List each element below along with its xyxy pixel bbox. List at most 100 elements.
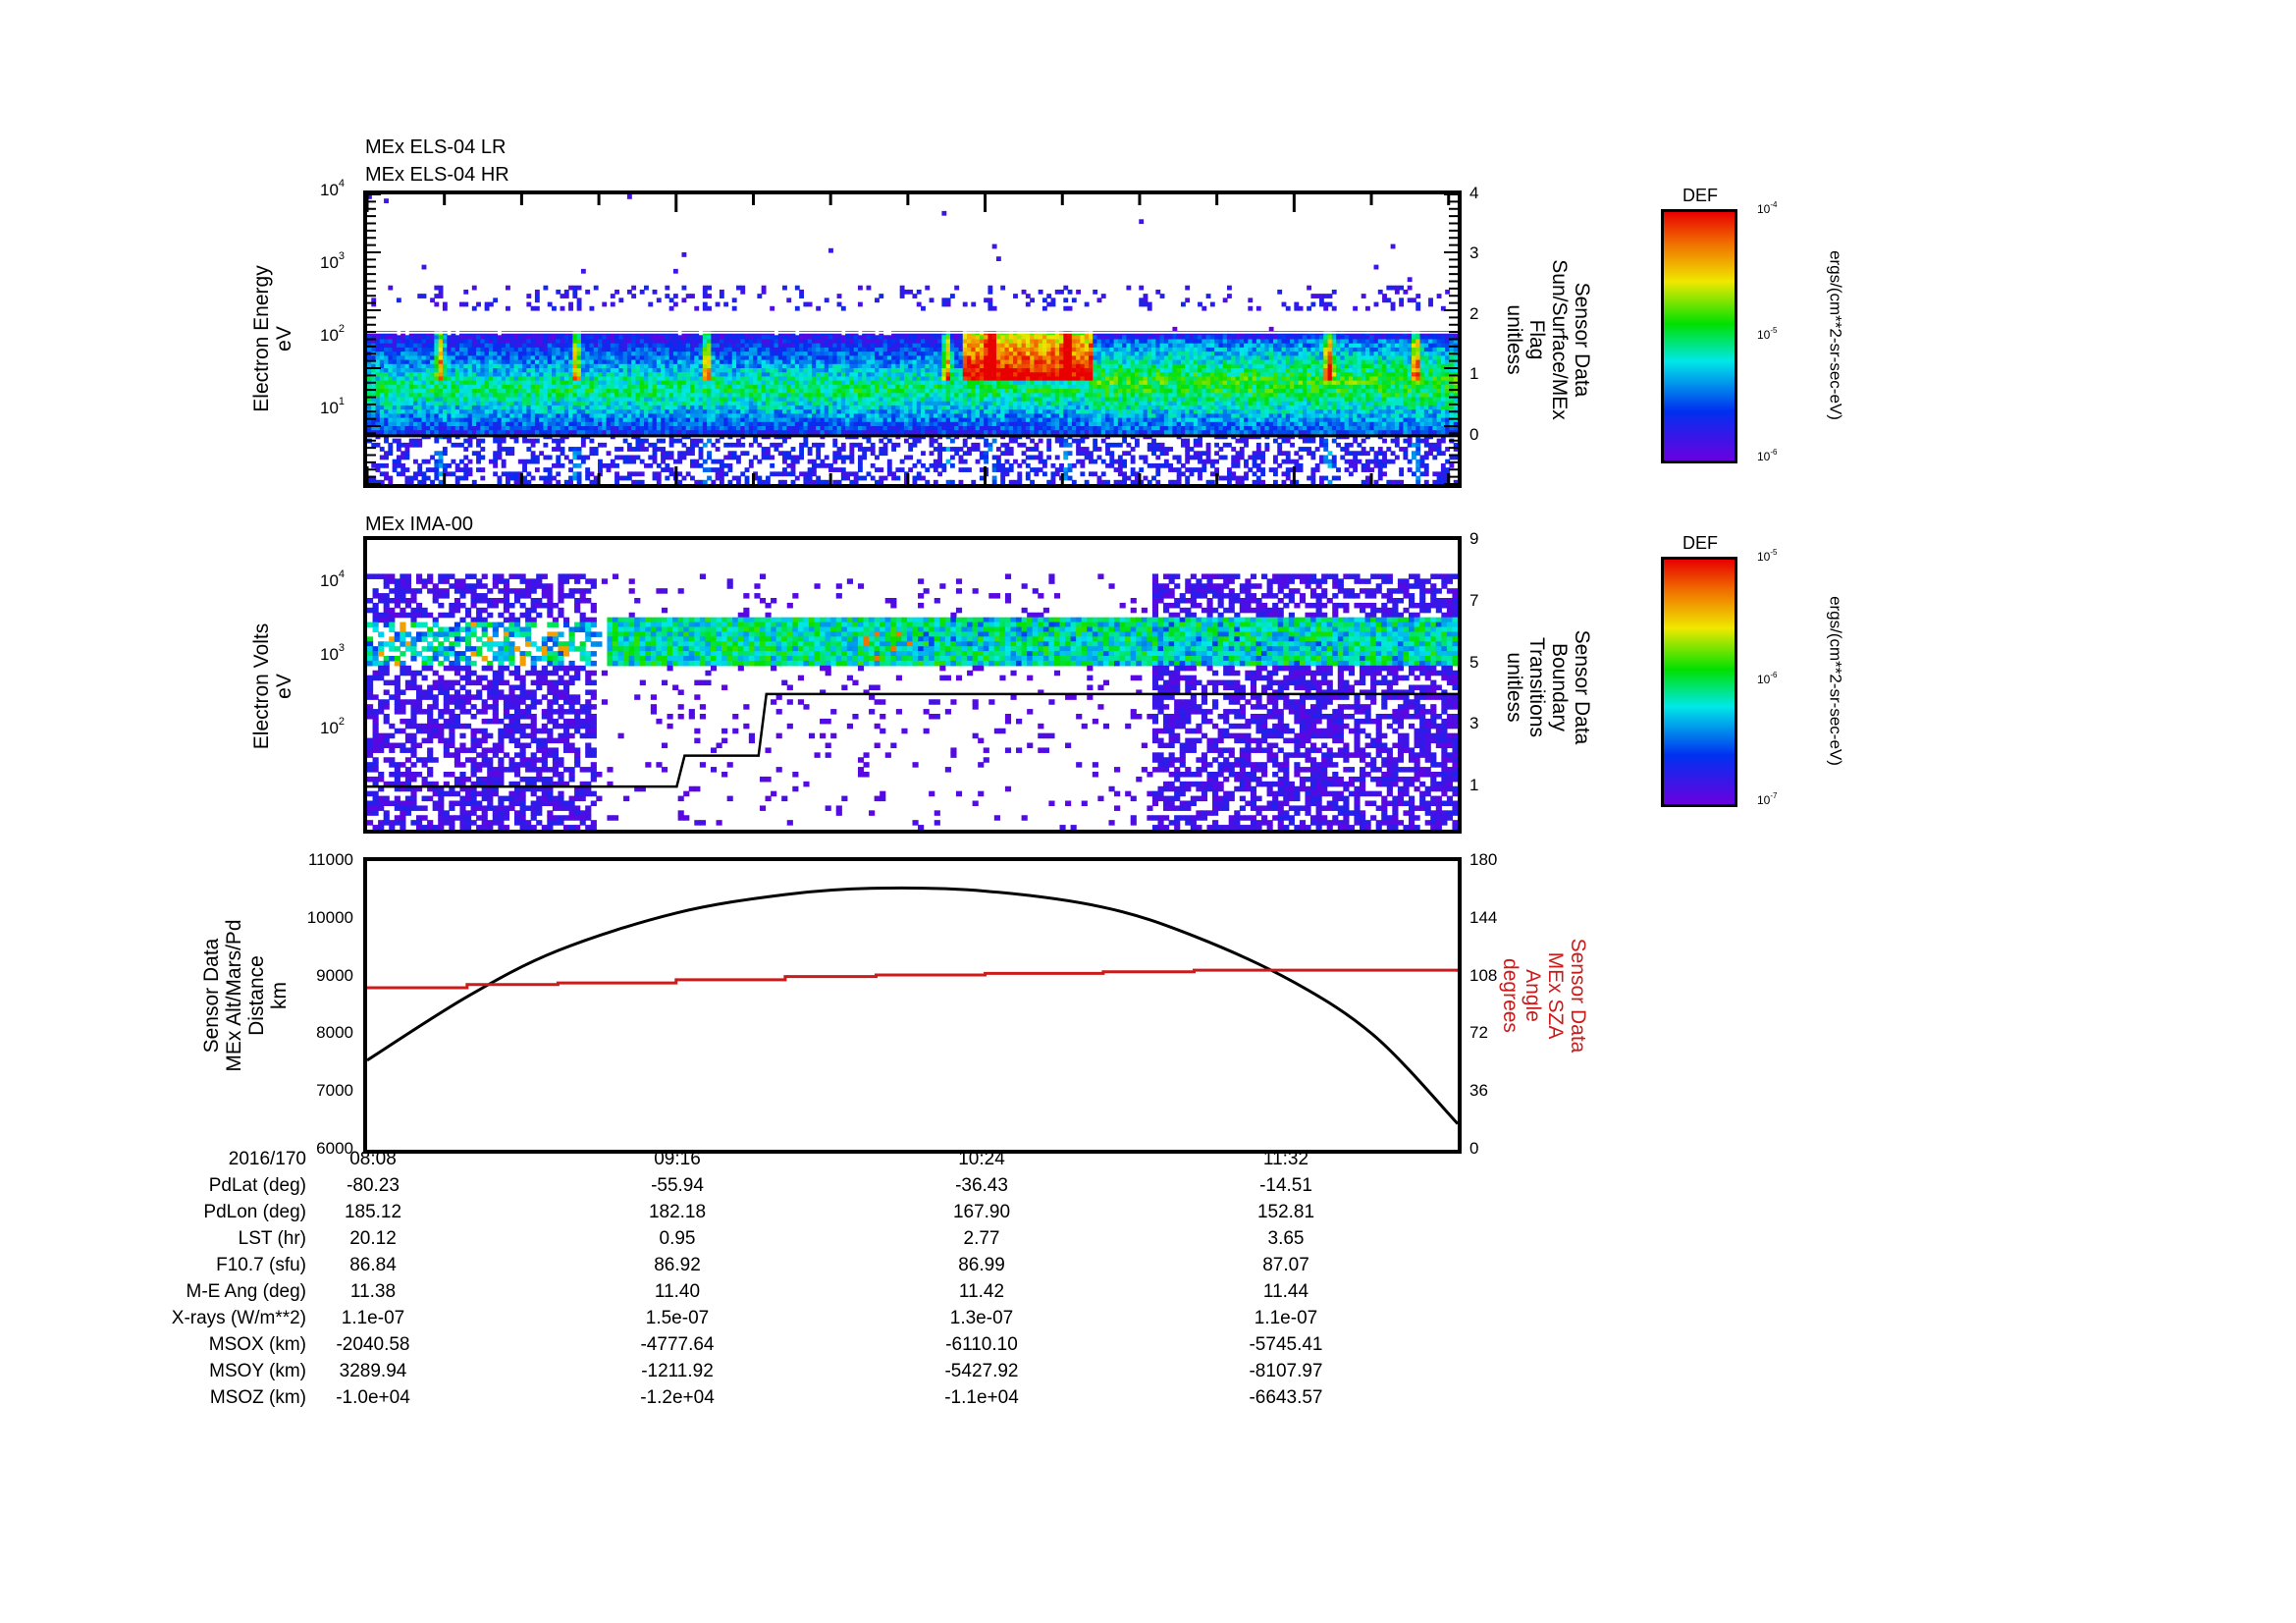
ephemeris-row-label: LST (hr)	[238, 1228, 306, 1249]
sza-ylabel-l1: Sensor Data	[1567, 938, 1589, 1054]
sza-ytick-label: 108	[1469, 965, 1498, 985]
ephemeris-value: 3.65	[1267, 1228, 1305, 1249]
ephemeris-value: -4777.64	[640, 1334, 715, 1355]
ima-ytick-1e2: 102	[320, 716, 346, 737]
ephemeris-value: 1.5e-07	[645, 1308, 710, 1328]
ephemeris-value: 11.44	[1262, 1281, 1309, 1302]
ephemeris-value: 152.81	[1256, 1202, 1315, 1222]
ephemeris-value: -1211.92	[641, 1361, 714, 1381]
alt-ylabel-l1: Sensor Data	[200, 938, 223, 1054]
sza-ylabel-l2: MEx SZA	[1544, 951, 1567, 1040]
ima-ylabel: Electron Volts eV	[250, 588, 295, 784]
els-y2label-l3: Flag	[1525, 319, 1548, 360]
alt-ytick-label: 6000	[316, 1139, 353, 1158]
colorbar1-unit: ergs/(cm**2-sr-sec-eV)	[1826, 250, 1845, 420]
alt-ylabel: Sensor Data MEx Alt/Mars/Pd Distance km	[200, 878, 291, 1113]
ephemeris-value: 167.90	[952, 1202, 1011, 1222]
ephemeris-value: 182.18	[648, 1202, 707, 1222]
ephemeris-value: -8107.97	[1249, 1361, 1323, 1381]
ephemeris-value: 87.07	[1262, 1255, 1309, 1275]
els-ylabel-line1: Electron Energy	[250, 265, 273, 412]
els-ytick-1e1: 101	[320, 396, 346, 417]
y2-tick-label: 2	[1469, 303, 1479, 323]
ephemeris-value: 86.84	[349, 1255, 397, 1275]
colorbar1-min: 10-6	[1757, 448, 1778, 463]
ephemeris-value: 11.42	[958, 1281, 1005, 1302]
ephemeris-value: -5745.41	[1249, 1334, 1323, 1355]
alt-ytick-label: 11000	[307, 850, 353, 869]
ephemeris-value: 2.77	[963, 1228, 1000, 1249]
ima-title: MEx IMA-00	[365, 514, 474, 535]
colorbar2	[1661, 557, 1737, 807]
ephemeris-row-label: MSOX (km)	[208, 1334, 306, 1355]
sza-ytick-label: 0	[1469, 1139, 1479, 1158]
els-spectrogram	[363, 190, 1462, 488]
els-ylabel-line2: eV	[273, 326, 295, 352]
colorbar2-min: 10-7	[1757, 791, 1778, 807]
ephemeris-row-label: PdLon (deg)	[203, 1202, 306, 1222]
y2-tick-label: 9	[1469, 529, 1479, 548]
time-tick-0: 08:08	[349, 1149, 397, 1169]
colorbar1	[1661, 209, 1737, 463]
ephemeris-value: -6643.57	[1249, 1387, 1323, 1408]
ephemeris-value: -2040.58	[336, 1334, 410, 1355]
ima-y2label-l3: Transitions	[1525, 637, 1548, 737]
alt-ylabel-l2: MEx Alt/Mars/Pd	[223, 919, 245, 1072]
ephemeris-value: 11.38	[349, 1281, 397, 1302]
ephemeris-row-label: MSOY (km)	[209, 1361, 306, 1381]
els-ytick-1e3: 103	[320, 250, 346, 272]
ima-y2label-l2: Boundary	[1548, 643, 1571, 731]
ephemeris-value: -14.51	[1259, 1175, 1312, 1196]
ephemeris-value: 185.12	[344, 1202, 402, 1222]
ephemeris-value: 1.3e-07	[949, 1308, 1014, 1328]
ima-ytick-1e3: 103	[320, 642, 346, 664]
y2-tick-label: 1	[1469, 364, 1479, 384]
colorbar1-mid: 10-5	[1757, 326, 1778, 342]
sza-ylabel-l4: degrees	[1499, 958, 1522, 1033]
y2-tick-label: 1	[1469, 776, 1479, 795]
alt-ylabel-l4: km	[268, 982, 291, 1009]
time-tick-2: 10:24	[958, 1149, 1005, 1169]
date-label: 2016/170	[228, 1149, 306, 1169]
y2-tick-label: 4	[1469, 184, 1479, 202]
time-tick-1: 09:16	[654, 1149, 701, 1169]
sza-ylabel: Sensor Data MEx SZA Angle degrees	[1499, 897, 1589, 1094]
ephemeris-value: 20.12	[349, 1228, 397, 1249]
ima-ylabel-l2: eV	[273, 674, 295, 699]
alt-ytick-label: 8000	[316, 1023, 353, 1043]
ephemeris-row-label: PdLat (deg)	[208, 1175, 306, 1196]
sza-ytick-label: 180	[1469, 850, 1498, 869]
alt-ytick-label: 9000	[316, 965, 353, 985]
els-title-lr: MEx ELS-04 LR	[365, 136, 507, 158]
time-tick-3: 11:32	[1262, 1149, 1309, 1169]
ephemeris-value: 0.95	[659, 1228, 696, 1249]
sza-ylabel-l3: Angle	[1522, 969, 1544, 1022]
ephemeris-value: 1.1e-07	[1254, 1308, 1318, 1328]
y2-tick-label: 0	[1469, 424, 1479, 444]
y2-tick-label: 3	[1469, 714, 1479, 733]
sza-ytick-label: 36	[1469, 1081, 1488, 1101]
colorbar2-mid: 10-6	[1757, 671, 1778, 686]
colorbar2-unit: ergs/(cm**2-sr-sec-eV)	[1826, 596, 1845, 766]
alt-sza-lineplot	[363, 857, 1462, 1154]
ephemeris-value: -1.0e+04	[336, 1387, 410, 1408]
ephemeris-row-label: X-rays (W/m**2)	[171, 1308, 306, 1328]
ephemeris-value: -1.1e+04	[944, 1387, 1019, 1408]
ephemeris-row-label: F10.7 (sfu)	[216, 1255, 306, 1275]
y2-tick-label: 5	[1469, 652, 1479, 672]
els-y2label-l2: Sun/Surface/MEx	[1548, 259, 1571, 420]
els-y2label-l4: unitless	[1503, 304, 1525, 375]
ephemeris-value: 86.99	[958, 1255, 1005, 1275]
ephemeris-row-label: MSOZ (km)	[209, 1387, 306, 1408]
colorbar1-max: 10-4	[1757, 200, 1778, 216]
els-ylabel: Electron Energy eV	[250, 241, 295, 437]
ima-spectrogram	[363, 536, 1462, 834]
ephemeris-value: -80.23	[347, 1175, 400, 1196]
ima-y2label: Sensor Data Boundary Transitions unitles…	[1503, 589, 1593, 785]
ephemeris-value: -1.2e+04	[640, 1387, 715, 1408]
ephemeris-value: -6110.10	[945, 1334, 1018, 1355]
ephemeris-value: -55.94	[651, 1175, 704, 1196]
alt-ytick-label: 7000	[316, 1081, 353, 1101]
y2-tick-label: 7	[1469, 590, 1479, 610]
ephemeris-value: 86.92	[654, 1255, 701, 1275]
